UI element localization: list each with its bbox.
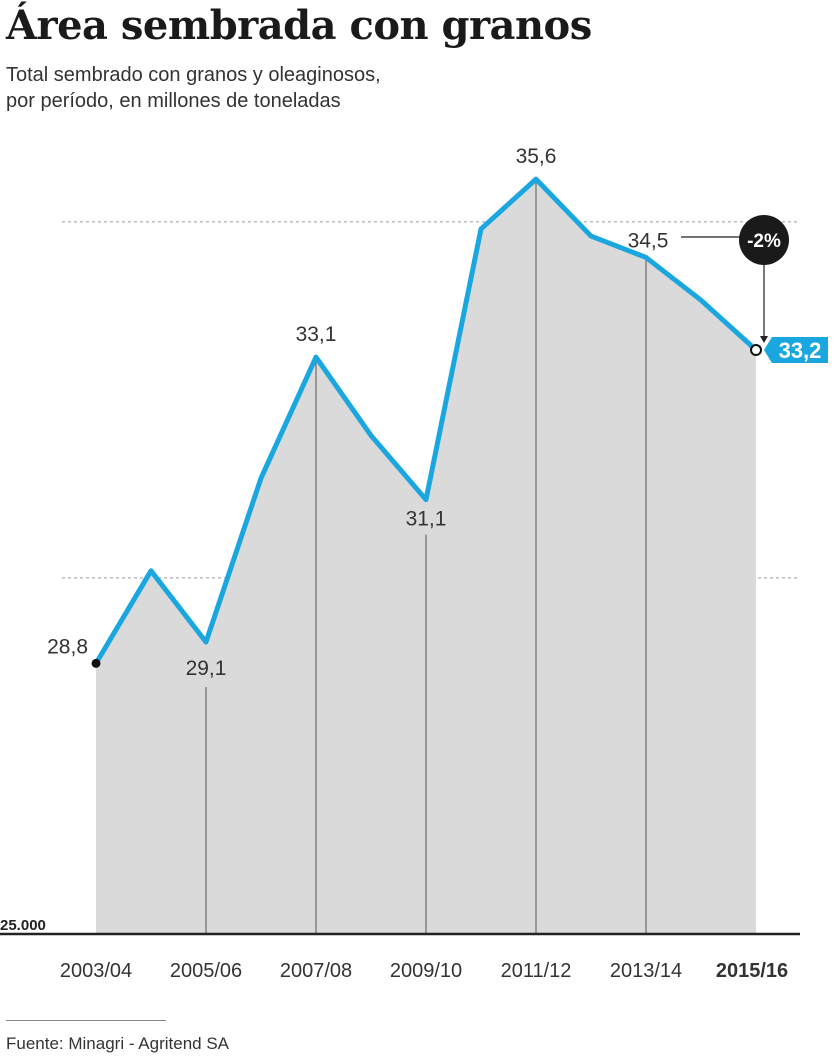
source-divider <box>6 1020 166 1021</box>
data-label-2009-10: 31,1 <box>406 508 447 531</box>
end-value-tag <box>764 337 828 364</box>
change-badge <box>739 215 789 265</box>
data-label-2005-06: 29,1 <box>186 657 227 680</box>
baseline-label: 25.000 <box>0 917 46 934</box>
x-tick-label-2007-08: 2007/08 <box>280 960 352 982</box>
data-label-2007-08: 33,1 <box>296 323 337 346</box>
data-point-2015-16 <box>750 344 762 357</box>
chart-subtitle: Total sembrado con granos y oleaginosos,… <box>6 62 381 114</box>
data-label-2003-04: 28,8 <box>47 635 88 658</box>
x-tick-label-2013-14: 2013/14 <box>610 960 682 982</box>
subtitle-line-2: por período, en millones de toneladas <box>6 90 341 112</box>
area-chart: 25.000 28,8 29,1 33,1 31,1 35,6 34,5 33,2 -2% 200… <box>0 145 828 982</box>
chart-title: Área sembrada con granos <box>6 2 592 49</box>
data-label-2011-12: 35,6 <box>516 145 557 168</box>
data-point-2003-04 <box>91 658 101 668</box>
badge-arrow-head <box>760 336 768 344</box>
change-badge-text: -2% <box>747 231 781 252</box>
x-tick-label-2005-06: 2005/06 <box>170 960 242 982</box>
subtitle-line-1: Total sembrado con granos y oleaginosos, <box>6 64 381 86</box>
source-note: Fuente: Minagri - Agritend SA <box>6 1034 230 1053</box>
x-tick-label-2003-04: 2003/04 <box>60 960 132 982</box>
data-label-2013-14: 34,5 <box>628 229 669 252</box>
x-tick-label-2011-12: 2011/12 <box>501 960 572 982</box>
series-line <box>93 176 759 666</box>
x-tick-label-2015-16: 2015/16 <box>716 960 788 982</box>
x-tick-label-2009-10: 2009/10 <box>390 960 462 982</box>
data-label-2015-16: 33,2 <box>779 338 822 363</box>
